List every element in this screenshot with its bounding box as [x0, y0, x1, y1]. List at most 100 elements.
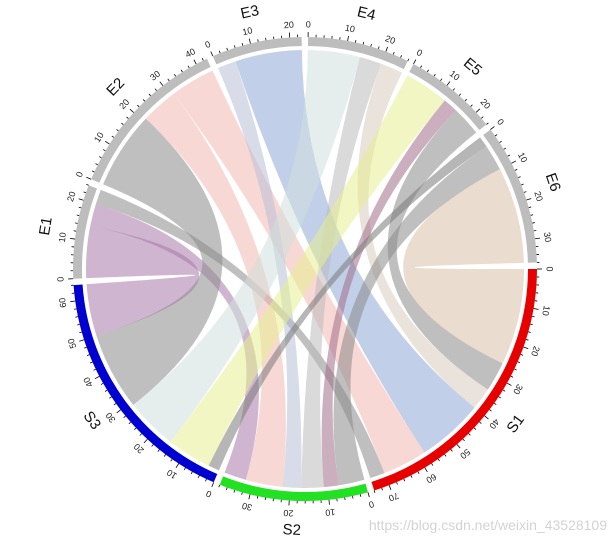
minor-tick: [139, 433, 142, 436]
major-tick: [413, 59, 417, 65]
major-tick: [533, 308, 539, 310]
tick-label: 20: [117, 97, 131, 111]
minor-tick: [370, 44, 372, 47]
minor-tick: [170, 458, 173, 462]
link-S2-E4: [301, 56, 382, 488]
minor-tick: [396, 482, 398, 485]
minor-tick: [362, 41, 365, 45]
major-tick: [511, 160, 517, 164]
minor-tick: [187, 65, 190, 69]
minor-tick: [420, 65, 423, 68]
minor-tick: [137, 104, 140, 108]
sector-track-S1: [371, 269, 537, 491]
minor-tick: [77, 324, 80, 326]
link-S3-E5: [170, 75, 445, 466]
links: [86, 50, 524, 488]
minor-tick: [126, 116, 129, 119]
major-tick: [347, 35, 349, 42]
minor-tick: [381, 487, 383, 491]
minor-tick: [437, 458, 440, 462]
minor-tick: [489, 409, 492, 412]
major-tick: [475, 108, 481, 113]
major-tick: [523, 346, 529, 350]
minor-tick: [104, 389, 108, 392]
minor-tick: [494, 134, 498, 137]
minor-tick: [190, 471, 193, 475]
tick-label: 20: [65, 190, 78, 203]
minor-tick: [241, 42, 244, 46]
minor-tick: [116, 129, 119, 132]
minor-tick: [233, 489, 236, 493]
sector-label-E2: E2: [103, 75, 128, 100]
tick-label: 10: [344, 23, 356, 35]
tick-label: 0: [306, 19, 311, 29]
link-S3-E4: [133, 50, 360, 442]
minor-tick: [452, 88, 456, 91]
minor-tick: [93, 368, 96, 371]
major-tick: [367, 492, 370, 498]
link-S1-E3: [235, 50, 475, 453]
minor-tick: [154, 88, 157, 91]
minor-tick: [151, 444, 154, 447]
minor-tick: [431, 463, 434, 466]
major-tick: [534, 237, 541, 240]
tick-label: 0: [203, 39, 212, 50]
minor-tick: [499, 140, 502, 143]
tick-label: 20: [529, 345, 542, 358]
minor-tick: [225, 487, 228, 491]
link-S1-E5: [387, 110, 503, 390]
tick-label: 20: [132, 441, 146, 455]
minor-tick: [352, 496, 354, 499]
minor-tick: [479, 421, 482, 424]
minor-tick: [113, 403, 117, 406]
minor-tick: [79, 331, 82, 334]
minor-tick: [86, 354, 90, 356]
minor-tick: [133, 427, 137, 431]
minor-tick: [197, 475, 200, 478]
minor-tick: [183, 467, 186, 471]
minor-tick: [111, 135, 115, 138]
minor-tick: [76, 214, 80, 216]
tick-label: 10: [92, 130, 106, 144]
minor-tick: [523, 191, 527, 193]
sector-label-E6: E6: [542, 171, 564, 194]
major-tick: [129, 108, 134, 113]
minor-tick: [157, 449, 160, 452]
sector-track-E1: [73, 185, 98, 279]
tick-label: 10: [57, 232, 68, 243]
tick-label: 20: [384, 33, 397, 46]
minor-tick: [148, 93, 151, 97]
sector-label-S1: S1: [503, 411, 528, 436]
minor-tick: [403, 478, 406, 482]
minor-tick: [444, 454, 447, 457]
link-S3-E2: [96, 118, 223, 405]
minor-tick: [256, 496, 259, 499]
sector-track-E2: [91, 58, 211, 183]
sector-track-S2: [219, 476, 368, 501]
major-tick: [69, 238, 75, 240]
minor-tick: [433, 73, 436, 77]
tick-label: 10: [516, 151, 529, 164]
minor-tick: [142, 99, 146, 102]
minor-tick: [86, 183, 89, 186]
major-tick: [105, 141, 110, 145]
minor-tick: [417, 471, 420, 475]
major-tick: [78, 198, 84, 201]
tick-label: 0: [55, 277, 65, 282]
minor-tick: [373, 490, 376, 493]
minor-tick: [90, 361, 93, 364]
link-S2-E3: [217, 61, 302, 488]
tick-label: 0: [545, 266, 555, 271]
tick-label: 30: [542, 231, 553, 242]
major-tick: [328, 499, 330, 505]
tick-label: 60: [57, 297, 68, 308]
major-tick: [143, 438, 148, 444]
minor-tick: [510, 375, 514, 378]
minor-tick: [520, 354, 524, 356]
minor-tick: [473, 427, 477, 430]
minor-tick: [102, 149, 106, 152]
tick-label: 20: [532, 190, 545, 203]
minor-tick: [410, 475, 413, 478]
minor-tick: [426, 69, 429, 73]
tick-label: 0: [495, 117, 506, 127]
